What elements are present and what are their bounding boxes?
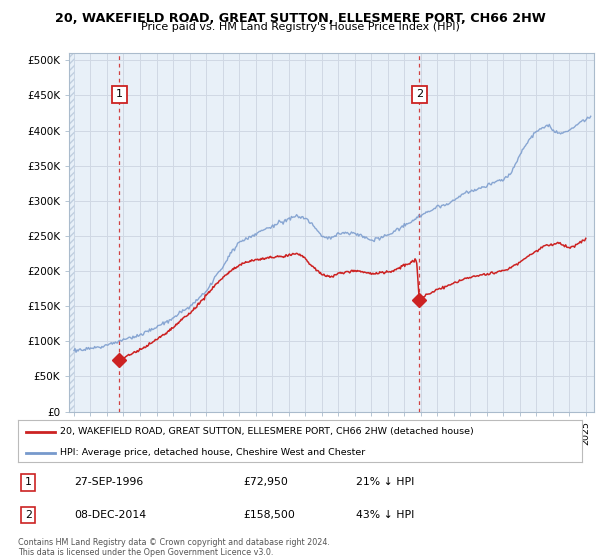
Text: £72,950: £72,950 [244,477,289,487]
Text: 2: 2 [416,90,423,100]
Text: 08-DEC-2014: 08-DEC-2014 [74,510,146,520]
Text: 2: 2 [25,510,32,520]
Text: Contains HM Land Registry data © Crown copyright and database right 2024.
This d: Contains HM Land Registry data © Crown c… [18,538,330,557]
Text: 1: 1 [116,90,122,100]
Text: £158,500: £158,500 [244,510,295,520]
Text: 21% ↓ HPI: 21% ↓ HPI [356,477,415,487]
Text: 27-SEP-1996: 27-SEP-1996 [74,477,143,487]
Text: 43% ↓ HPI: 43% ↓ HPI [356,510,415,520]
Text: Price paid vs. HM Land Registry's House Price Index (HPI): Price paid vs. HM Land Registry's House … [140,22,460,32]
Text: HPI: Average price, detached house, Cheshire West and Chester: HPI: Average price, detached house, Ches… [60,448,365,458]
Text: 20, WAKEFIELD ROAD, GREAT SUTTON, ELLESMERE PORT, CH66 2HW: 20, WAKEFIELD ROAD, GREAT SUTTON, ELLESM… [55,12,545,25]
Text: 1: 1 [25,477,32,487]
Text: 20, WAKEFIELD ROAD, GREAT SUTTON, ELLESMERE PORT, CH66 2HW (detached house): 20, WAKEFIELD ROAD, GREAT SUTTON, ELLESM… [60,427,474,436]
